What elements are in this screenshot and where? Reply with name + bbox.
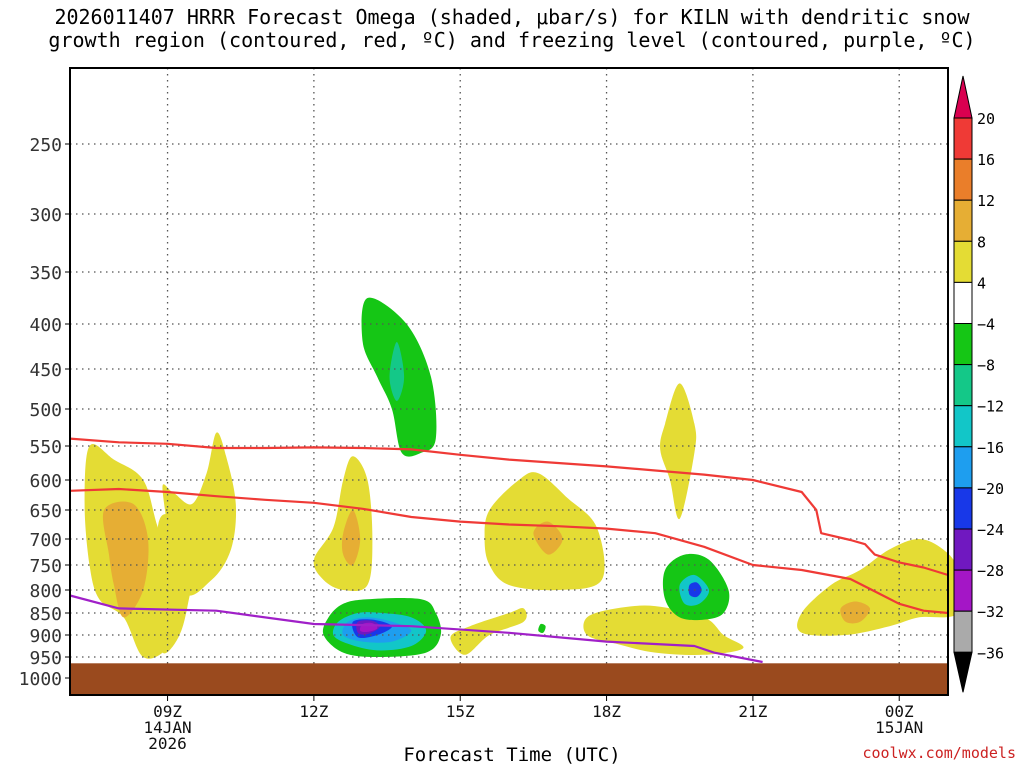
colorbar-label: 20: [977, 110, 995, 128]
y-tick-label: 900: [29, 626, 62, 647]
colorbar-segment: [953, 405, 973, 448]
y-tick-label: 350: [29, 263, 62, 284]
omega-region-3: [156, 514, 198, 654]
y-tick-label: 550: [29, 437, 62, 458]
colorbar-label: −32: [977, 603, 1004, 621]
colorbar-label: 4: [977, 274, 986, 292]
plot-frame: [69, 67, 949, 696]
colorbar-label: 12: [977, 192, 995, 210]
colorbar-segment: [953, 117, 973, 160]
omega-region-19: [660, 383, 697, 520]
colorbar-label: −4: [977, 316, 995, 334]
colorbar-segment: [953, 569, 973, 612]
omega-region-5: [341, 509, 361, 566]
colorbar-label: −28: [977, 562, 1004, 580]
x-tick-label: 09Z: [153, 702, 182, 721]
colorbar: 20 16 12 8 4 −4 −8 −12 −16 −20 −24 −28 −32 −36: [953, 75, 1004, 693]
colorbar-segment: [953, 364, 973, 407]
colorbar-label: −12: [977, 398, 1004, 416]
x-tick-label: 21Z: [738, 702, 767, 721]
y-tick-label: 450: [29, 360, 62, 381]
y-tick-label: 950: [29, 648, 62, 669]
x-axis-label: Forecast Time (UTC): [403, 744, 621, 766]
x-tick-label: 15Z: [446, 702, 475, 721]
omega-region-7: [389, 342, 405, 401]
colorbar-label: −8: [977, 357, 995, 375]
y-tick-label: 600: [29, 471, 62, 492]
colorbar-label: 16: [977, 151, 995, 169]
colorbar-segment: [953, 158, 973, 201]
x-tick-sublabel: 15JAN: [875, 718, 923, 737]
colorbar-segment: [953, 75, 973, 119]
x-tick-sublabel-2: 2026: [148, 734, 187, 753]
contour-line-0: [69, 437, 949, 577]
x-tick-sublabel: 14JAN: [143, 718, 191, 737]
colorbar-segment: [953, 487, 973, 530]
colorbar-label: −20: [977, 480, 1004, 498]
y-tick-label: 300: [29, 205, 62, 226]
colorbar-segment: [953, 446, 973, 489]
y-tick-label: 800: [29, 581, 62, 602]
contour-line-1: [69, 487, 949, 615]
y-tick-label: 500: [29, 400, 62, 421]
chart-title: 2026011407 HRRR Forecast Omega (shaded, …: [0, 6, 1024, 52]
colorbar-label: −16: [977, 439, 1004, 457]
y-tick-label: 400: [29, 315, 62, 336]
colorbar-segment: [953, 281, 973, 324]
colorbar-segment: [953, 199, 973, 242]
omega-region-17: [538, 623, 546, 633]
colorbar-label: 8: [977, 233, 986, 251]
y-tick-label: 1000: [19, 669, 62, 690]
x-tick-label: 18Z: [592, 702, 621, 721]
colorbar-segment: [953, 528, 973, 571]
ground-surface: [70, 663, 948, 695]
y-tick-label: 750: [29, 556, 62, 577]
title-line-2: growth region (contoured, red, ºC) and f…: [48, 28, 976, 52]
omega-region-24: [840, 601, 871, 624]
omega-region-4: [313, 456, 373, 592]
x-tick-label: 12Z: [299, 702, 328, 721]
credit-text: coolwx.com/models: [862, 744, 1016, 762]
omega-region-23: [797, 539, 962, 636]
colorbar-segment: [953, 323, 973, 366]
x-tick-label: 00Z: [885, 702, 914, 721]
omega-region-15: [533, 521, 563, 555]
contour-line-2: [69, 594, 763, 664]
y-tick-label: 850: [29, 604, 62, 625]
y-tick-label: 650: [29, 501, 62, 522]
colorbar-segment: [953, 651, 973, 693]
colorbar-label: −24: [977, 521, 1004, 539]
omega-region-1: [102, 501, 149, 618]
colorbar-segment: [953, 240, 973, 283]
y-tick-label: 700: [29, 530, 62, 551]
colorbar-label: −36: [977, 644, 1004, 662]
title-line-1: 2026011407 HRRR Forecast Omega (shaded, …: [54, 5, 970, 29]
colorbar-segment: [953, 610, 973, 653]
y-tick-label: 250: [29, 135, 62, 156]
